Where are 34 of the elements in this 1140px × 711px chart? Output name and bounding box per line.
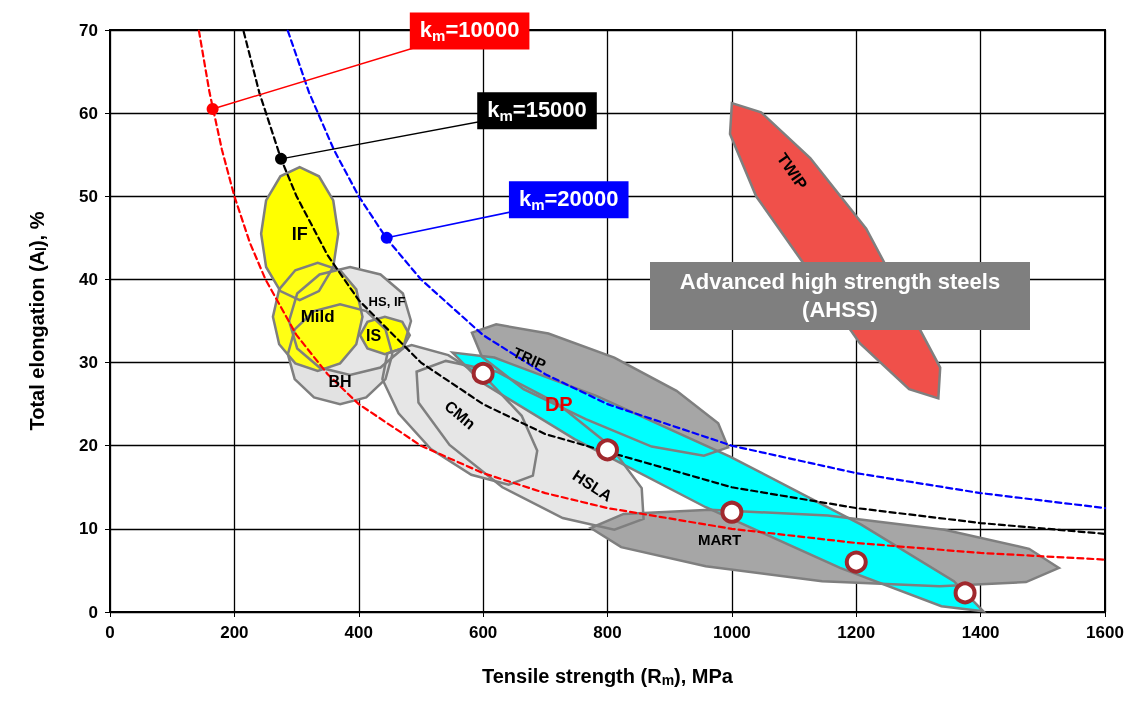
x-tick-label: 1000 <box>712 623 751 642</box>
series-label: IF <box>291 223 308 244</box>
x-tick-label: 1600 <box>1086 623 1124 642</box>
series-label: Mild <box>300 307 335 327</box>
series-label: DP <box>544 393 573 416</box>
point <box>596 438 619 462</box>
y-tick-label: 30 <box>79 353 98 373</box>
y-axis-title: Total elongation (Al), % <box>25 211 49 431</box>
x-tick-label: 600 <box>468 623 498 642</box>
series-label: IS <box>366 326 382 344</box>
point <box>275 152 288 165</box>
point <box>720 500 744 524</box>
x-tick-label: 200 <box>220 623 249 642</box>
series-label: HS, IF <box>368 294 406 310</box>
point <box>471 361 495 385</box>
x-tick-label: 800 <box>593 623 622 642</box>
y-tick-label: 60 <box>79 103 98 123</box>
point <box>844 550 868 574</box>
point <box>380 231 393 244</box>
series-label: MART <box>697 530 742 548</box>
y-tick-label: 70 <box>79 20 98 40</box>
series-label: BH <box>328 373 352 391</box>
y-tick-label: 40 <box>79 269 98 289</box>
x-tick-label: 1400 <box>961 623 1000 642</box>
series-label: TRIP <box>510 343 549 374</box>
x-tick-label: 400 <box>344 623 373 642</box>
x-tick-label: 0 <box>105 623 115 642</box>
annotation: Advanced high strength steels (AHSS) <box>650 262 1030 330</box>
x-tick-label: 1200 <box>837 623 876 642</box>
y-tick-label: 10 <box>79 519 98 539</box>
point <box>953 581 977 605</box>
y-tick-label: 50 <box>79 186 98 206</box>
y-tick-label: 20 <box>79 436 98 456</box>
y-tick-label: 0 <box>88 602 98 622</box>
